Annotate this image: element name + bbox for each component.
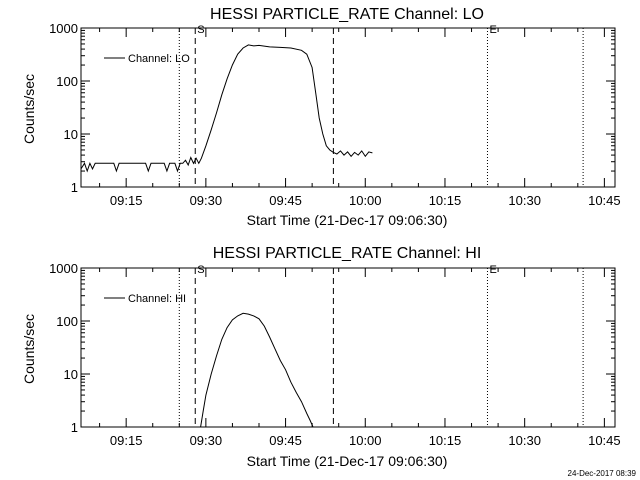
lo-y-tick-label: 10 xyxy=(64,127,78,142)
hi-legend-label: Channel: HI xyxy=(128,293,186,305)
lo-x-tick-label: 09:15 xyxy=(110,193,143,208)
hi-x-tick-label: 09:15 xyxy=(110,433,143,448)
hi-y-tick-label: 10 xyxy=(64,367,78,382)
lo-marker-label: E xyxy=(489,24,496,36)
hi-x-tick-label: 10:15 xyxy=(429,433,462,448)
lo-x-tick-label: 10:00 xyxy=(349,193,382,208)
lo-x-tick-label: 09:30 xyxy=(190,193,223,208)
hi-x-tick-label: 10:45 xyxy=(588,433,621,448)
lo-x-tick-label: 09:45 xyxy=(269,193,302,208)
lo-y-tick-label: 1000 xyxy=(49,21,78,36)
hi-x-tick-label: 09:30 xyxy=(190,433,223,448)
hi-x-tick-label: 09:45 xyxy=(269,433,302,448)
hi-channel-panel: HESSI PARTICLE_RATE Channel: HI Start Ti… xyxy=(21,245,621,469)
hi-chart-title: HESSI PARTICLE_RATE Channel: HI xyxy=(213,245,482,262)
hi-y-axis-label: Counts/sec xyxy=(21,314,37,384)
lo-chart-title: HESSI PARTICLE_RATE Channel: LO xyxy=(210,6,484,23)
lo-y-axis-label: Counts/sec xyxy=(21,74,37,144)
lo-plot-frame xyxy=(80,27,616,188)
lo-legend-label: Channel: LO xyxy=(128,53,190,65)
lo-x-tick-label: 10:45 xyxy=(588,193,621,208)
lo-marker-label: S xyxy=(197,24,204,36)
hi-y-tick-label: 100 xyxy=(56,314,78,329)
hi-x-tick-label: 10:30 xyxy=(508,433,541,448)
lo-y-tick-label: 1 xyxy=(71,180,78,195)
hi-plot-frame xyxy=(80,267,616,428)
hi-series-line xyxy=(200,312,314,428)
lo-x-tick-label: 10:15 xyxy=(429,193,462,208)
hi-marker-label: E xyxy=(489,264,496,276)
hi-marker-label: S xyxy=(197,264,204,276)
lo-x-tick-label: 10:30 xyxy=(508,193,541,208)
lo-series-line xyxy=(80,44,373,173)
hi-y-tick-label: 1 xyxy=(71,420,78,435)
hi-x-axis-label: Start Time (21-Dec-17 09:06:30) xyxy=(247,453,448,469)
hi-x-tick-label: 10:00 xyxy=(349,433,382,448)
hi-y-tick-label: 1000 xyxy=(49,261,78,276)
footer-timestamp: 24-Dec-2017 08:39 xyxy=(568,469,637,478)
lo-x-axis-label: Start Time (21-Dec-17 09:06:30) xyxy=(247,212,448,228)
lo-channel-panel: HESSI PARTICLE_RATE Channel: LO Start Ti… xyxy=(21,6,621,228)
lo-y-tick-label: 100 xyxy=(56,74,78,89)
